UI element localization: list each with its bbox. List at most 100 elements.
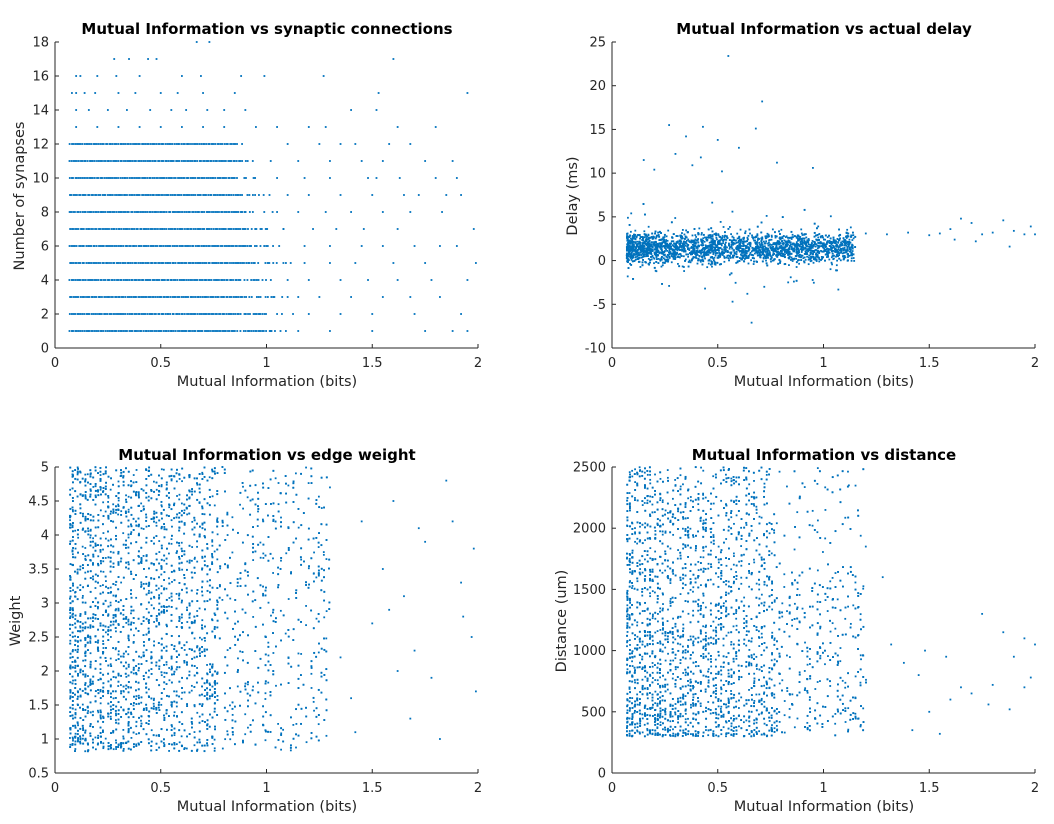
scatter-point — [177, 330, 179, 332]
x-tick-label: 0.5 — [707, 356, 728, 371]
scatter-point — [133, 262, 136, 264]
scatter-point — [674, 253, 676, 256]
scatter-point — [796, 250, 799, 253]
scatter-point — [635, 243, 638, 246]
scatter-point — [214, 279, 217, 281]
scatter-point — [297, 211, 300, 213]
scatter-point — [192, 245, 195, 247]
scatter-point — [656, 234, 658, 237]
scatter-point — [189, 228, 192, 230]
scatter-point — [652, 256, 655, 259]
scatter-point — [632, 240, 635, 243]
scatter-point — [637, 258, 640, 260]
scatter-point — [122, 228, 125, 230]
scatter-point — [413, 245, 416, 247]
scatter-point — [137, 194, 140, 196]
scatter-point — [684, 241, 687, 244]
scatter-point — [828, 245, 831, 247]
scatter-point — [752, 237, 754, 240]
scatter-point — [196, 143, 199, 145]
scatter-point — [117, 194, 120, 196]
scatter-point — [187, 160, 190, 162]
scatter-point — [734, 239, 737, 242]
scatter-point — [749, 245, 752, 248]
scatter-point — [205, 245, 208, 247]
scatter-point — [95, 211, 98, 213]
scatter-point — [847, 235, 850, 238]
scatter-point — [778, 259, 781, 261]
scatter-point — [175, 313, 178, 315]
scatter-point — [271, 211, 274, 213]
scatter-point — [672, 253, 675, 256]
scatter-point — [146, 262, 149, 264]
scatter-point — [108, 296, 110, 298]
scatter-point — [697, 241, 700, 244]
scatter-point — [101, 211, 103, 213]
scatter-point — [848, 250, 851, 253]
scatter-point — [137, 296, 140, 298]
scatter-point — [205, 177, 208, 179]
scatter-point — [692, 246, 695, 249]
scatter-point — [90, 313, 93, 315]
scatter-point — [696, 249, 699, 252]
scatter-point — [388, 143, 391, 145]
scatter-point — [773, 250, 776, 252]
scatter-point — [843, 247, 846, 249]
scatter-point — [241, 211, 244, 213]
scatter-point — [269, 279, 272, 281]
scatter-point — [807, 249, 810, 251]
scatter-point — [88, 143, 91, 145]
scatter-point — [787, 257, 790, 259]
scatter-point — [753, 236, 755, 239]
scatter-point — [728, 239, 731, 241]
scatter-point — [640, 236, 642, 238]
scatter-point — [119, 211, 122, 213]
scatter-point — [739, 241, 742, 244]
scatter-point — [279, 330, 282, 332]
scatter-point — [792, 242, 794, 245]
scatter-point — [371, 313, 374, 315]
scatter-point — [631, 241, 634, 244]
scatter-point — [81, 313, 84, 315]
scatter-point — [664, 247, 667, 250]
scatter-point — [203, 194, 206, 196]
scatter-point — [110, 279, 113, 281]
scatter-point — [117, 126, 120, 128]
scatter-point — [210, 296, 213, 298]
y-axis-label: Number of synapses — [12, 122, 28, 271]
scatter-point — [201, 279, 204, 281]
scatter-point — [303, 262, 306, 264]
scatter-point — [86, 143, 89, 145]
scatter-point — [200, 160, 202, 162]
scatter-point — [631, 240, 634, 242]
scatter-point — [737, 247, 740, 250]
scatter-point — [755, 246, 758, 248]
scatter-point — [736, 260, 739, 263]
scatter-point — [731, 235, 734, 238]
scatter-point — [201, 228, 204, 230]
scatter-point — [800, 243, 803, 246]
scatter-point — [111, 296, 114, 298]
scatter-point — [746, 250, 749, 253]
scatter-point — [151, 228, 154, 230]
scatter-point — [92, 313, 95, 315]
scatter-point — [153, 160, 156, 162]
scatter-point — [230, 143, 233, 145]
scatter-point — [805, 251, 807, 254]
scatter-point — [837, 251, 840, 253]
scatter-point — [92, 211, 95, 213]
scatter-point — [101, 194, 104, 196]
scatter-point — [131, 330, 134, 332]
scatter-point — [728, 226, 731, 228]
scatter-point — [708, 241, 711, 244]
scatter-point — [191, 313, 193, 315]
scatter-point — [822, 246, 825, 249]
scatter-point — [826, 236, 829, 239]
scatter-point — [160, 194, 163, 196]
scatter-point — [223, 228, 226, 230]
scatter-point — [798, 244, 801, 247]
scatter-point — [214, 228, 217, 230]
scatter-point — [213, 738, 216, 741]
scatter-point — [974, 240, 977, 243]
